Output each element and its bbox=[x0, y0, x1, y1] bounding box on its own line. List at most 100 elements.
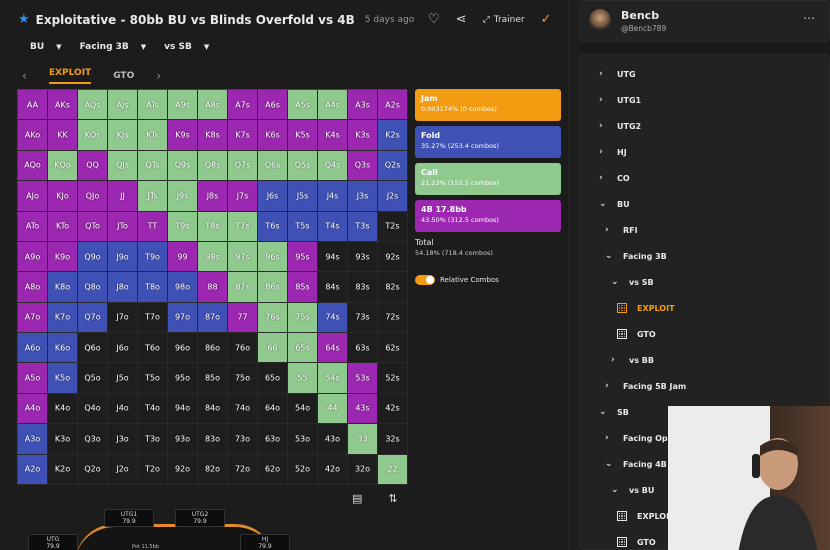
hand-cell[interactable]: ATs bbox=[138, 90, 168, 121]
hand-cell[interactable]: Q6s bbox=[258, 150, 288, 182]
hand-cell[interactable]: Q9s bbox=[168, 150, 198, 182]
tree-item[interactable]: › Facing Open bbox=[605, 433, 679, 443]
hand-cell[interactable]: 43o bbox=[318, 424, 348, 455]
hand-cell[interactable]: A2s bbox=[378, 90, 408, 121]
relative-combos-toggle[interactable]: Relative Combos bbox=[415, 275, 561, 285]
hand-cell[interactable]: J2o bbox=[108, 454, 138, 485]
hand-cell[interactable]: QTo bbox=[78, 211, 108, 242]
more-options-icon[interactable]: ⋯ bbox=[803, 11, 815, 25]
hand-cell[interactable]: K6s bbox=[258, 120, 288, 151]
hand-cell[interactable]: KK bbox=[48, 120, 78, 151]
hand-cell[interactable]: 22 bbox=[378, 454, 408, 485]
hand-cell[interactable]: 33 bbox=[348, 424, 378, 455]
hand-cell[interactable]: 98s bbox=[198, 241, 228, 273]
check-icon[interactable]: ✓ bbox=[540, 12, 552, 27]
hand-cell[interactable]: 32s bbox=[378, 424, 408, 455]
trainer-button[interactable]: ⤢ Trainer bbox=[483, 15, 525, 25]
hand-cell[interactable]: AKs bbox=[48, 90, 78, 121]
tree-item[interactable]: ⌄ vs BU bbox=[611, 485, 654, 495]
hand-cell[interactable]: 97o bbox=[168, 302, 198, 333]
hand-cell[interactable]: T5o bbox=[138, 363, 168, 394]
hand-cell[interactable]: 65o bbox=[258, 363, 288, 394]
hand-cell[interactable]: 76s bbox=[258, 302, 288, 333]
filter-opponent[interactable]: vs SB ▼ bbox=[164, 42, 209, 52]
hand-cell[interactable]: 42o bbox=[318, 454, 348, 485]
hand-cell[interactable]: J5o bbox=[108, 363, 138, 394]
hand-cell[interactable]: 87s bbox=[228, 272, 258, 303]
star-icon[interactable]: ★ bbox=[18, 12, 30, 27]
hand-cell[interactable]: 86s bbox=[258, 272, 288, 303]
tree-item[interactable]: GTO bbox=[617, 329, 656, 339]
hand-cell[interactable]: 83o bbox=[198, 424, 228, 455]
hand-cell[interactable]: 64s bbox=[318, 333, 348, 364]
hand-cell[interactable]: 66 bbox=[258, 333, 288, 364]
hand-cell[interactable]: 96s bbox=[258, 241, 288, 273]
tree-item[interactable]: EXPLOIT bbox=[617, 511, 675, 521]
hand-cell[interactable]: AQo bbox=[18, 150, 48, 182]
hand-cell[interactable]: T9s bbox=[168, 211, 198, 242]
hand-cell[interactable]: AA bbox=[18, 90, 48, 121]
tree-item[interactable]: › RFI bbox=[605, 225, 638, 235]
hand-cell[interactable]: Q7s bbox=[228, 150, 258, 182]
legend-call[interactable]: Call 21.23% (152.5 combos) bbox=[415, 163, 561, 195]
hand-cell[interactable]: J7o bbox=[108, 302, 138, 333]
hand-cell[interactable]: 64o bbox=[258, 393, 288, 425]
hand-cell[interactable]: QJs bbox=[108, 150, 138, 182]
hand-cell[interactable]: K6o bbox=[48, 333, 78, 364]
hand-cell[interactable]: A5s bbox=[288, 90, 318, 121]
hand-cell[interactable]: 82s bbox=[378, 272, 408, 303]
hand-cell[interactable]: TT bbox=[138, 211, 168, 242]
hand-cell[interactable]: 72o bbox=[228, 454, 258, 485]
chevron-right-icon[interactable]: › bbox=[156, 69, 162, 83]
hand-cell[interactable]: 52s bbox=[378, 363, 408, 394]
toggle-switch[interactable] bbox=[415, 275, 435, 285]
hand-cell[interactable]: A9o bbox=[18, 241, 48, 273]
tree-item[interactable]: › UTG1 bbox=[599, 95, 641, 105]
chevron-left-icon[interactable]: ‹ bbox=[22, 69, 27, 83]
sort-icon[interactable]: ⇅ bbox=[388, 492, 398, 505]
hand-cell[interactable]: A5o bbox=[18, 363, 48, 394]
hand-cell[interactable]: T4s bbox=[318, 211, 348, 242]
share-icon[interactable]: ⋖ bbox=[455, 12, 467, 27]
hand-cell[interactable]: 88 bbox=[198, 272, 228, 303]
hand-cell[interactable]: K7o bbox=[48, 302, 78, 333]
hand-cell[interactable]: T9o bbox=[138, 241, 168, 273]
hand-cell[interactable]: T8s bbox=[198, 211, 228, 242]
hand-cell[interactable]: 74s bbox=[318, 302, 348, 333]
seat-utg1[interactable]: UTG1 79.9 bbox=[104, 509, 154, 527]
hand-cell[interactable]: 85o bbox=[198, 363, 228, 394]
hand-cell[interactable]: K8s bbox=[198, 120, 228, 151]
hand-cell[interactable]: 76o bbox=[228, 333, 258, 364]
hand-cell[interactable]: A6o bbox=[18, 333, 48, 364]
hand-cell[interactable]: QJo bbox=[78, 181, 108, 212]
hand-cell[interactable]: K2o bbox=[48, 454, 78, 485]
hand-cell[interactable]: Q3o bbox=[78, 424, 108, 455]
tree-item[interactable]: ⌄ SB bbox=[599, 407, 629, 417]
hand-cell[interactable]: Q8s bbox=[198, 150, 228, 182]
hand-cell[interactable]: T8o bbox=[138, 272, 168, 303]
hand-cell[interactable]: 63o bbox=[258, 424, 288, 455]
tree-item[interactable]: ⌄ vs SB bbox=[611, 277, 654, 287]
legend-4bet[interactable]: 4B 17.8bb 43.50% (312.5 combos) bbox=[415, 200, 561, 232]
hand-cell[interactable]: Q8o bbox=[78, 272, 108, 303]
hand-cell[interactable]: Q4o bbox=[78, 393, 108, 425]
hand-cell[interactable]: 92o bbox=[168, 454, 198, 485]
hand-cell[interactable]: A6s bbox=[258, 90, 288, 121]
seat-hj[interactable]: HJ 79.9 bbox=[240, 534, 290, 550]
hand-cell[interactable]: J7s bbox=[228, 181, 258, 212]
hand-cell[interactable]: T6s bbox=[258, 211, 288, 242]
tree-item[interactable]: ⌄ Facing 4B bbox=[605, 459, 667, 469]
tree-item[interactable]: › UTG bbox=[599, 69, 636, 79]
heart-icon[interactable]: ♡ bbox=[428, 12, 440, 27]
hand-cell[interactable]: A7s bbox=[228, 90, 258, 121]
hand-cell[interactable]: Q7o bbox=[78, 302, 108, 333]
hand-cell[interactable]: ATo bbox=[18, 211, 48, 242]
hand-cell[interactable]: T2s bbox=[378, 211, 408, 242]
hand-cell[interactable]: A7o bbox=[18, 302, 48, 333]
hand-cell[interactable]: 99 bbox=[168, 241, 198, 273]
hand-cell[interactable]: 93s bbox=[348, 241, 378, 273]
hand-cell[interactable]: 98o bbox=[168, 272, 198, 303]
hand-cell[interactable]: KQs bbox=[78, 120, 108, 151]
hand-cell[interactable]: 95s bbox=[288, 241, 318, 273]
hand-cell[interactable]: J8s bbox=[198, 181, 228, 212]
